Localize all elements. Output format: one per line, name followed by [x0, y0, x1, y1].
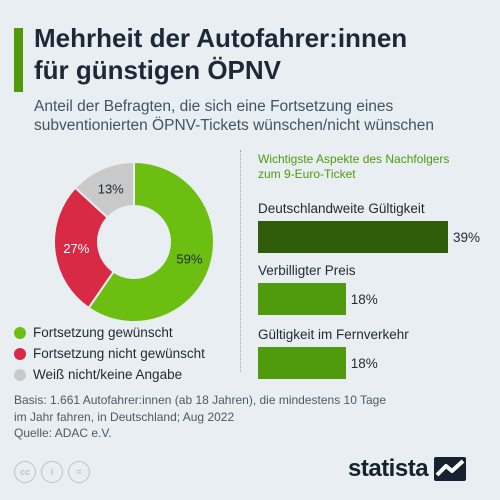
title-line-2: für günstigen ÖPNV	[34, 55, 281, 85]
donut-chart: 59% 27% 13%	[53, 160, 215, 323]
statista-logo[interactable]: statista	[348, 455, 467, 483]
chart-subtitle: Anteil der Befragten, die sich eine Fort…	[34, 97, 484, 135]
donut-slice-label-2: 27%	[63, 241, 89, 256]
donut-legend: Fortsetzung gewünscht Fortsetzung nicht g…	[14, 322, 244, 385]
bar-panel-title-line-1: Wichtigste Aspekte des Nachfolgers	[258, 152, 450, 166]
person-icon[interactable]: i	[41, 461, 63, 483]
bar-value-label-2: 18%	[350, 291, 378, 307]
bar-row-2: 18%	[258, 283, 493, 315]
bar-category-label-1: Deutschlandweite Gültigkeit	[258, 201, 425, 216]
equals-icon[interactable]: =	[68, 461, 90, 483]
donut-slice-2	[53, 186, 115, 310]
donut-slice-label-3: 13%	[98, 181, 124, 196]
bar-2	[258, 283, 346, 315]
title-accent-bar	[14, 28, 23, 92]
bar-row-3: 18%	[258, 347, 493, 379]
legend-label-2: Fortsetzung nicht gewünscht	[33, 346, 205, 361]
bar-value-label-3: 18%	[350, 355, 378, 371]
bar-3	[258, 347, 346, 379]
cc-icon[interactable]: cc	[14, 461, 36, 483]
bar-value-label-1: 39%	[453, 229, 481, 245]
license-icons: cc i =	[14, 461, 90, 483]
donut-slice-label-1: 59%	[176, 252, 202, 267]
bar-group-2: Verbilligter Preis 18%	[258, 262, 493, 315]
bar-group-1: Deutschlandweite Gültigkeit 39%	[258, 200, 493, 253]
bar-group-3: Gültigkeit im Fernverkehr 18%	[258, 326, 493, 379]
statista-logo-icon	[434, 457, 467, 481]
legend-label-3: Weiß nicht/keine Angabe	[33, 367, 183, 382]
bar-panel-title: Wichtigste Aspekte des Nachfolgers zum 9…	[258, 152, 493, 182]
legend-item-3: Weiß nicht/keine Angabe	[14, 364, 244, 385]
subtitle-line-1: Anteil der Befragten, die sich eine Fort…	[34, 98, 394, 115]
source-note: Basis: 1.661 Autofahrer:innen (ab 18 Jah…	[14, 392, 414, 442]
bar-1	[258, 221, 448, 253]
bar-category-label-3: Gültigkeit im Fernverkehr	[258, 327, 409, 342]
bar-row-1: 39%	[258, 221, 493, 253]
title-line-1: Mehrheit der Autofahrer:innen	[34, 23, 408, 53]
legend-swatch-3	[14, 368, 26, 381]
logo-text: statista	[348, 455, 429, 482]
panel-divider	[240, 150, 241, 372]
legend-item-2: Fortsetzung nicht gewünscht	[14, 343, 244, 364]
donut-slice-3	[73, 160, 135, 219]
legend-swatch-1	[14, 326, 26, 339]
chart-title: Mehrheit der Autofahrer:innen für günsti…	[34, 22, 484, 86]
donut-slice-1	[87, 160, 215, 323]
bar-panel-title-line-2: zum 9-Euro-Ticket	[258, 167, 356, 181]
source-line-2: im Jahr fahren, in Deutschland; Aug 2022	[14, 409, 235, 424]
legend-swatch-2	[14, 347, 26, 360]
subtitle-line-2: subventionierten ÖPNV-Tickets wünschen/n…	[34, 117, 435, 134]
legend-label-1: Fortsetzung gewünscht	[33, 325, 173, 340]
source-line-1: Basis: 1.661 Autofahrer:innen (ab 18 Jah…	[14, 393, 387, 407]
legend-item-1: Fortsetzung gewünscht	[14, 322, 244, 343]
source-line-3: Quelle: ADAC e.V.	[14, 426, 112, 440]
bar-category-label-2: Verbilligter Preis	[258, 263, 356, 278]
